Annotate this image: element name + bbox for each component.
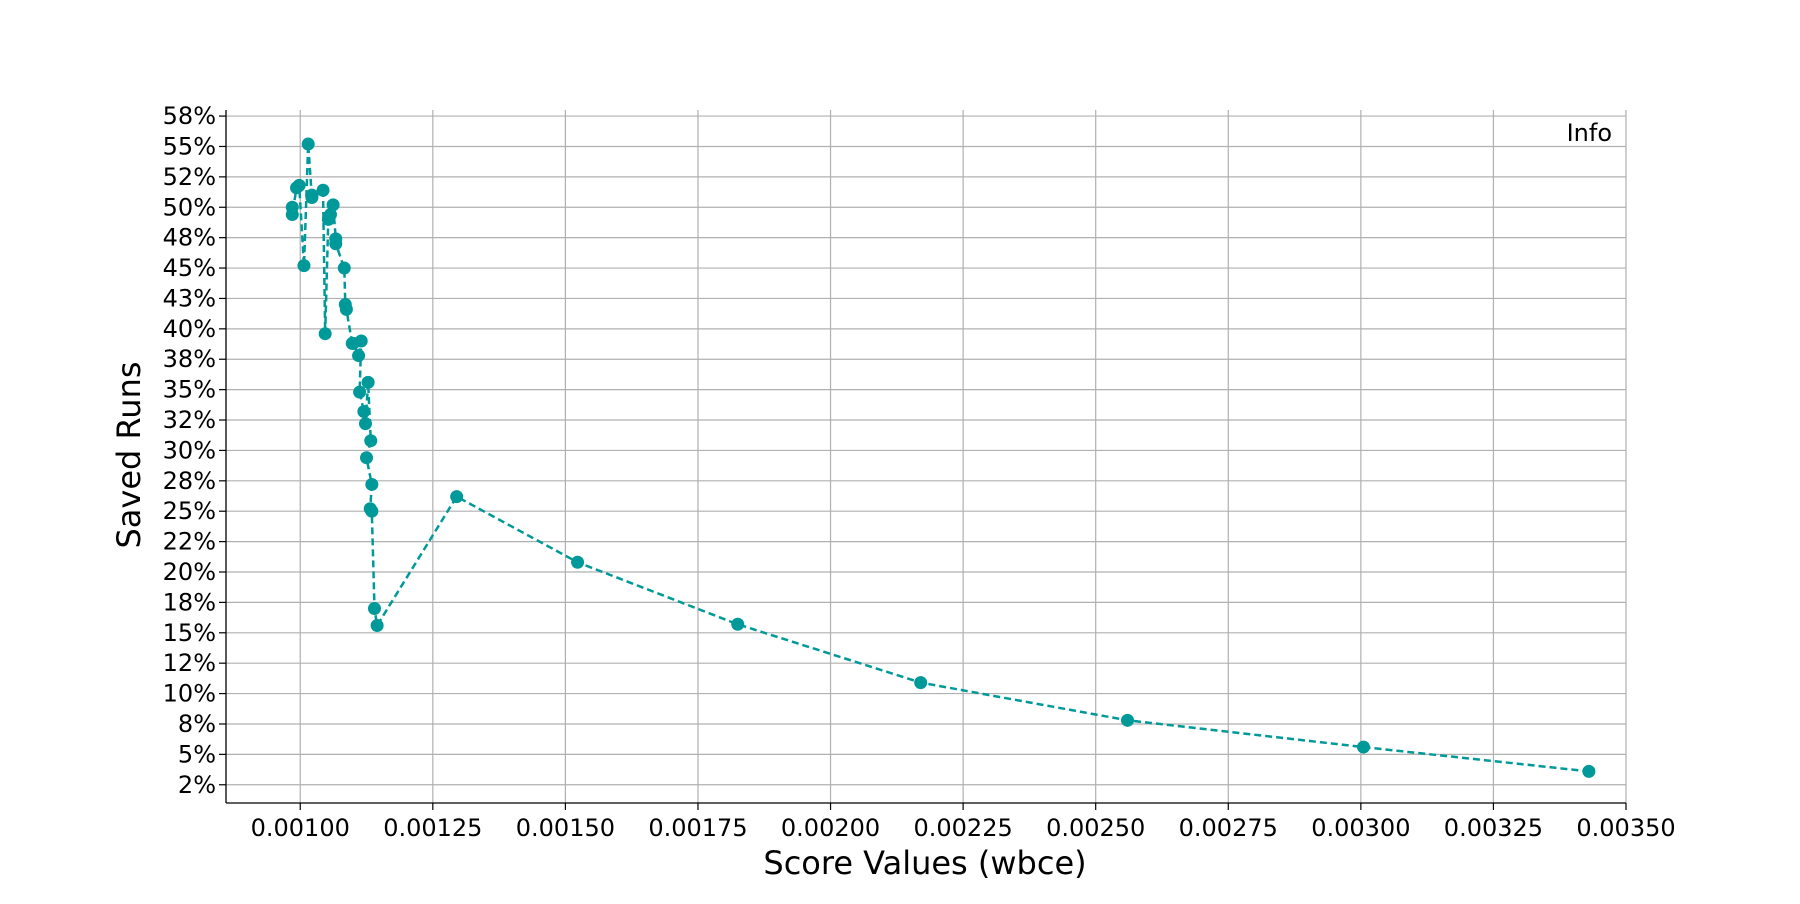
data-point-20 [352, 349, 366, 363]
x-tick-label-7: 0.00275 [1179, 814, 1278, 842]
data-point-33 [450, 490, 464, 504]
y-tick-label-7: 20% [163, 558, 216, 586]
data-point-1 [285, 208, 299, 222]
data-point-9 [318, 327, 332, 341]
x-tick-label-6: 0.00250 [1046, 814, 1145, 842]
data-point-36 [914, 676, 928, 690]
data-point-11 [323, 208, 337, 222]
y-tick-label-17: 45% [163, 254, 216, 282]
x-tick-label-8: 0.00300 [1311, 814, 1410, 842]
series-layer [285, 137, 1596, 778]
x-tick-label-0: 0.00100 [251, 814, 350, 842]
data-point-28 [365, 477, 379, 491]
data-point-14 [329, 237, 343, 251]
y-tick-label-0: 2% [178, 771, 216, 799]
data-point-27 [360, 451, 374, 465]
data-point-26 [364, 434, 378, 448]
axis-layer: 0.00100 0.00125 0.00150 0.00175 0.00200 0.002… [163, 102, 1676, 842]
y-tick-label-9: 25% [163, 497, 216, 525]
x-tick-label-3: 0.00175 [648, 814, 747, 842]
data-point-39 [1582, 764, 1596, 778]
y-tick-label-8: 22% [163, 528, 216, 556]
y-tick-label-5: 15% [163, 619, 216, 647]
y-tick-label-20: 52% [163, 163, 216, 191]
grid-layer [226, 110, 1627, 803]
data-point-25 [361, 375, 375, 389]
data-point-32 [370, 618, 384, 632]
x-tick-label-10: 0.00350 [1576, 814, 1675, 842]
y-tick-label-18: 48% [163, 224, 216, 252]
data-point-23 [357, 405, 371, 419]
data-point-4 [297, 259, 311, 273]
data-point-12 [326, 198, 340, 212]
data-point-15 [337, 261, 351, 275]
y-tick-label-2: 8% [178, 710, 216, 738]
data-point-21 [354, 334, 368, 348]
data-point-30 [365, 504, 379, 518]
data-point-31 [367, 601, 381, 615]
data-point-8 [316, 183, 330, 197]
data-point-3 [292, 178, 306, 192]
x-tick-label-4: 0.00200 [781, 814, 880, 842]
legend-info-label: Info [1567, 119, 1612, 147]
y-tick-label-19: 50% [163, 193, 216, 221]
data-point-38 [1357, 740, 1370, 754]
x-axis-title: Score Values (wbce) [763, 844, 1086, 882]
y-tick-label-22: 58% [163, 102, 216, 130]
data-point-37 [1121, 713, 1135, 727]
y-tick-label-12: 32% [163, 406, 216, 434]
y-tick-label-6: 18% [163, 588, 216, 616]
data-point-24 [358, 417, 372, 431]
y-tick-label-16: 43% [163, 284, 216, 312]
data-point-22 [353, 385, 367, 399]
data-point-34 [571, 555, 585, 569]
y-tick-label-3: 10% [163, 680, 216, 708]
y-tick-label-11: 30% [163, 436, 216, 464]
x-tick-label-9: 0.00325 [1444, 814, 1543, 842]
y-tick-label-1: 5% [178, 740, 216, 768]
x-tick-label-5: 0.00225 [913, 814, 1012, 842]
y-tick-label-10: 28% [163, 467, 216, 495]
y-tick-label-4: 12% [163, 649, 216, 677]
y-tick-label-15: 40% [163, 315, 216, 343]
data-point-35 [731, 617, 745, 631]
y-tick-label-14: 38% [163, 345, 216, 373]
y-tick-label-13: 35% [163, 376, 216, 404]
data-point-7 [305, 188, 319, 202]
x-tick-label-2: 0.00150 [516, 814, 615, 842]
y-axis-title: Saved Runs [110, 361, 148, 548]
label-layer: Score Values (wbce) Saved Runs Info [110, 119, 1612, 882]
x-tick-label-1: 0.00125 [383, 814, 482, 842]
data-point-17 [339, 302, 353, 316]
data-point-5 [301, 137, 315, 151]
y-tick-label-21: 55% [163, 132, 216, 160]
